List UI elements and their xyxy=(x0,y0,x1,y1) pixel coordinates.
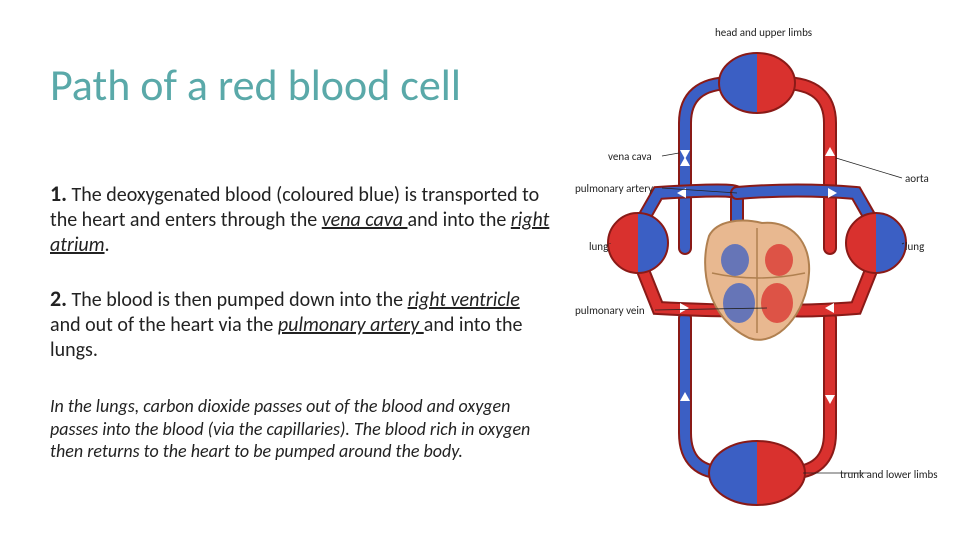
diagram-label-aorta: aorta xyxy=(905,172,929,185)
diagram-label-head: head and upper limbs xyxy=(715,26,812,39)
paragraph-3: In the lungs, carbon dioxide passes out … xyxy=(50,395,550,463)
circulation-diagram: head and upper limbs vena cava pulmonary a… xyxy=(570,18,945,528)
step-number-2: 2. xyxy=(50,285,67,312)
p2-text-a: The blood is then pumped down into the xyxy=(67,288,408,312)
diagram-label-pulmonary-artery: pulmonary artery xyxy=(575,182,653,195)
diagram-label-trunk: trunk and lower limbs xyxy=(840,468,938,481)
term-pulmonary-artery: pulmonary artery xyxy=(278,313,424,337)
diagram-label-lung-right: lung xyxy=(905,240,924,253)
p1-text-c: and into the xyxy=(408,208,511,232)
page-title: Path of a red blood cell xyxy=(50,58,461,112)
p1-text-e: . xyxy=(105,233,110,257)
p2-text-c: and out of the heart via the xyxy=(50,313,278,337)
term-right-ventricle: right ventricle xyxy=(408,288,520,312)
paragraph-2: 2. The blood is then pumped down into th… xyxy=(50,285,550,363)
diagram-label-lung-left: lung xyxy=(589,240,608,253)
paragraph-1: 1. The deoxygenated blood (coloured blue… xyxy=(50,180,550,258)
diagram-label-vena-cava: vena cava xyxy=(608,150,652,163)
diagram-label-pulmonary-vein: pulmonary vein xyxy=(575,304,645,317)
step-number-1: 1. xyxy=(50,180,67,207)
term-vena-cava: vena cava xyxy=(322,208,408,232)
